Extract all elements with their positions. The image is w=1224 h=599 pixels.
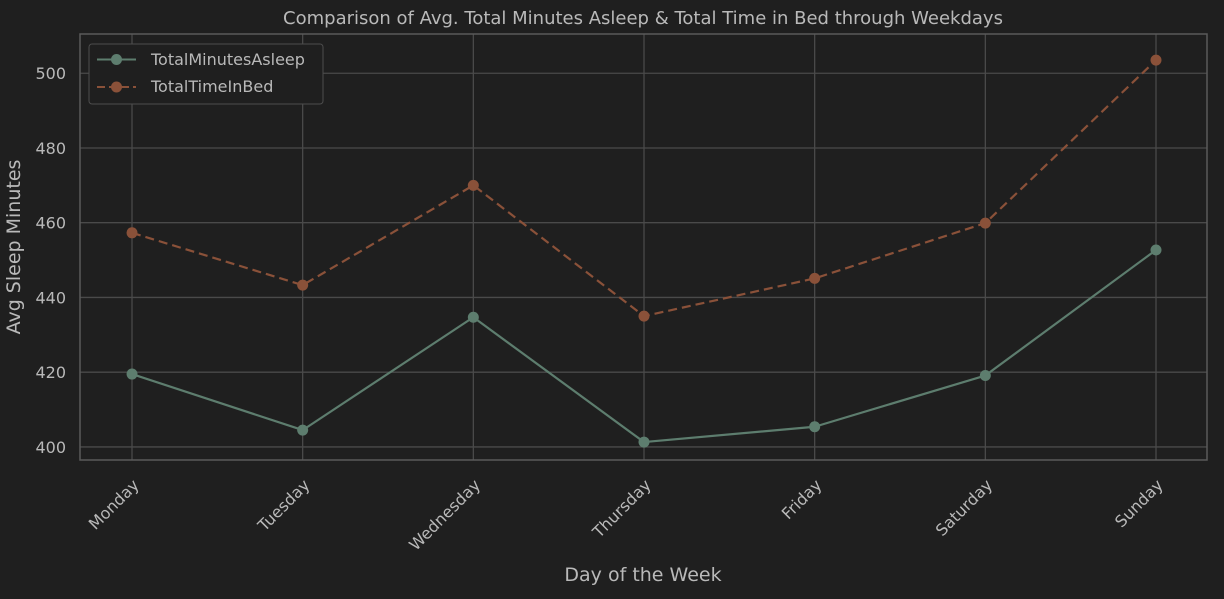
- data-point-TotalMinutesAsleep: [639, 437, 650, 448]
- x-axis-label: Day of the Week: [564, 564, 721, 586]
- y-tick-label: 480: [35, 139, 66, 158]
- data-point-TotalTimeInBed: [297, 280, 308, 291]
- data-point-TotalTimeInBed: [1151, 55, 1162, 66]
- legend-swatch-asleep-marker: [111, 54, 122, 65]
- y-tick-label: 460: [35, 214, 66, 233]
- y-tick-label: 440: [35, 288, 66, 307]
- y-tick-label: 500: [35, 64, 66, 83]
- legend: TotalMinutesAsleep TotalTimeInBed: [89, 44, 323, 104]
- data-point-TotalMinutesAsleep: [980, 370, 991, 381]
- y-tick-label: 400: [35, 438, 66, 457]
- data-point-TotalMinutesAsleep: [1151, 244, 1162, 255]
- legend-label-asleep: TotalMinutesAsleep: [150, 50, 305, 69]
- data-point-TotalMinutesAsleep: [809, 421, 820, 432]
- y-tick-label: 420: [35, 363, 66, 382]
- data-point-TotalMinutesAsleep: [127, 369, 138, 380]
- data-point-TotalMinutesAsleep: [297, 425, 308, 436]
- data-point-TotalTimeInBed: [468, 180, 479, 191]
- legend-label-in-bed: TotalTimeInBed: [150, 77, 273, 96]
- chart-title: Comparison of Avg. Total Minutes Asleep …: [283, 8, 1003, 29]
- data-point-TotalMinutesAsleep: [468, 312, 479, 323]
- legend-swatch-in-bed-marker: [111, 82, 122, 93]
- data-point-TotalTimeInBed: [639, 311, 650, 322]
- data-point-TotalTimeInBed: [809, 273, 820, 284]
- y-axis-label: Avg Sleep Minutes: [3, 160, 25, 335]
- data-point-TotalTimeInBed: [980, 218, 991, 229]
- data-point-TotalTimeInBed: [127, 227, 138, 238]
